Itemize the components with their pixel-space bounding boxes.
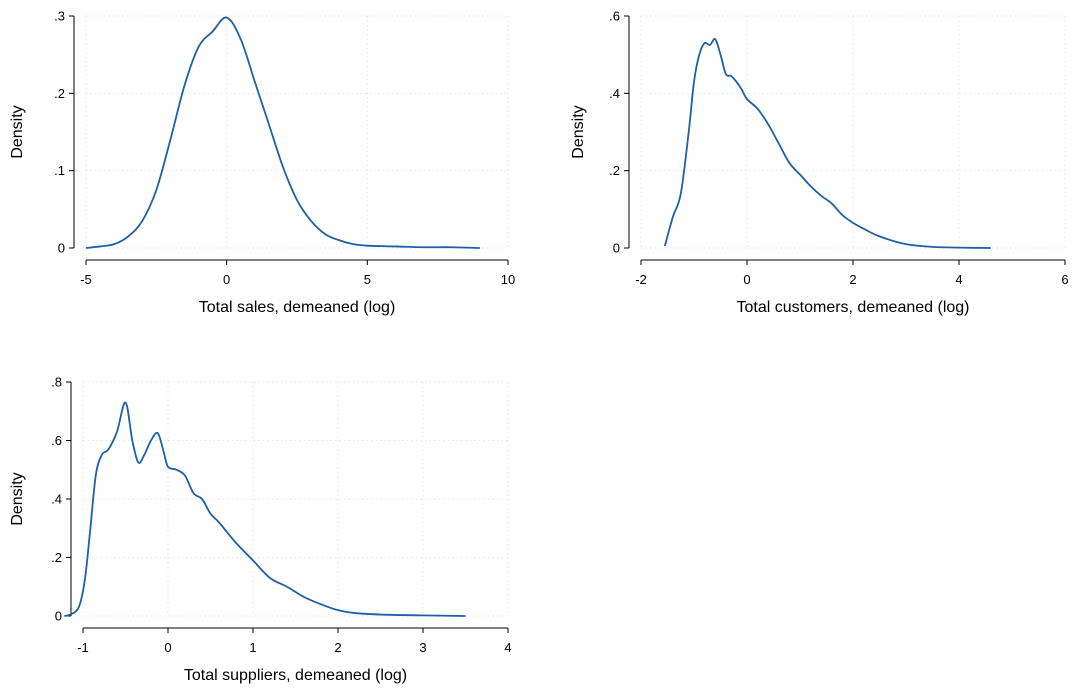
x-tick-label: 5 xyxy=(364,272,371,287)
y-tick-label: .8 xyxy=(51,375,62,390)
y-tick-label: .3 xyxy=(54,9,65,24)
x-tick-label: 4 xyxy=(955,272,962,287)
y-tick-label: .1 xyxy=(54,163,65,178)
x-tick-label: -2 xyxy=(635,272,647,287)
x-tick-label: 2 xyxy=(849,272,856,287)
y-tick-label: .4 xyxy=(609,86,620,101)
y-tick-label: .4 xyxy=(51,492,62,507)
x-tick-label: 3 xyxy=(419,640,426,655)
x-tick-label: 1 xyxy=(249,640,256,655)
y-axis-title: Density xyxy=(570,105,587,158)
x-axis-title: Total customers, demeaned (log) xyxy=(737,299,970,316)
x-tick-label: -1 xyxy=(77,640,89,655)
x-tick-label: 0 xyxy=(743,272,750,287)
panel-total-suppliers: 0 .2 .4 .6 .8 -1 0 1 2 3 4 Total suppliers, demeane… xyxy=(9,375,512,685)
x-axis-title: Total sales, demeaned (log) xyxy=(199,299,396,316)
y-tick-label: 0 xyxy=(58,241,65,256)
x-axis-title: Total suppliers, demeaned (log) xyxy=(184,667,407,684)
y-tick-label: .2 xyxy=(54,86,65,101)
x-tick-label: 0 xyxy=(164,640,171,655)
y-tick-label: .6 xyxy=(51,433,62,448)
density-line xyxy=(85,16,480,249)
panel-total-customers: 0 .2 .4 .6 -2 0 2 4 6 Total customers, demeaned (… xyxy=(570,9,1069,317)
density-line xyxy=(64,401,466,617)
y-tick-label: .6 xyxy=(609,9,620,24)
panel-total-sales: 0 .1 .2 .3 -5 0 5 10 Total sales, demeaned (log)… xyxy=(9,9,515,317)
y-tick-label: .2 xyxy=(609,163,620,178)
y-axis-title: Density xyxy=(9,105,26,158)
density-line xyxy=(663,38,991,249)
y-tick-label: 0 xyxy=(55,609,62,624)
x-tick-label: 4 xyxy=(504,640,511,655)
y-tick-label: 0 xyxy=(613,241,620,256)
x-tick-label: 6 xyxy=(1061,272,1068,287)
x-tick-label: 2 xyxy=(334,640,341,655)
x-tick-label: 10 xyxy=(501,272,515,287)
y-axis-title: Density xyxy=(9,472,26,525)
y-tick-label: .2 xyxy=(51,550,62,565)
x-tick-label: 0 xyxy=(223,272,230,287)
x-tick-label: -5 xyxy=(80,272,92,287)
